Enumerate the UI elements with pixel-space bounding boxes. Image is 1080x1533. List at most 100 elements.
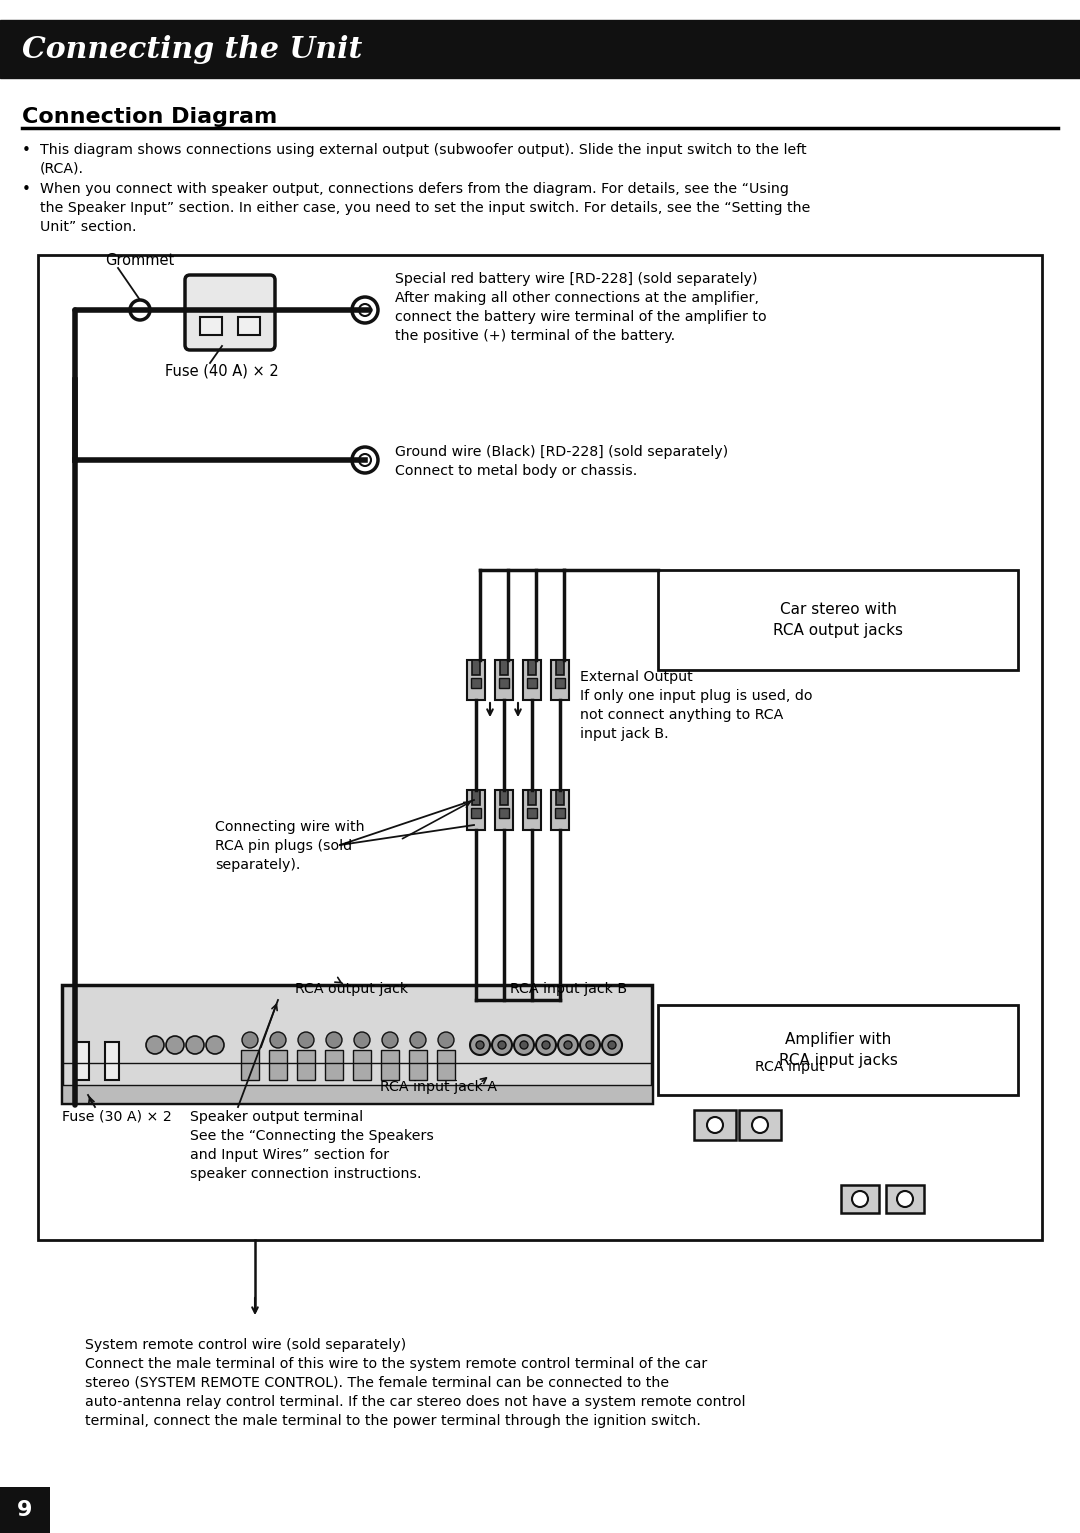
Bar	[499, 808, 509, 819]
Bar	[238, 317, 260, 336]
Circle shape	[476, 1041, 484, 1049]
Text: Fuse (30 A) × 2: Fuse (30 A) × 2	[62, 1110, 172, 1124]
Bar	[467, 789, 485, 829]
Text: Connecting the Unit: Connecting the Unit	[22, 35, 362, 63]
Bar	[528, 661, 536, 675]
Bar	[0, 1487, 50, 1533]
Circle shape	[536, 1035, 556, 1055]
Text: Special red battery wire [RD-228] (sold separately)
After making all other conne: Special red battery wire [RD-228] (sold …	[395, 271, 767, 343]
Bar	[62, 986, 652, 1104]
Text: Speaker output terminal
See the “Connecting the Speakers
and Input Wires” sectio: Speaker output terminal See the “Connect…	[190, 1110, 434, 1180]
Text: RCA input jack A: RCA input jack A	[380, 1081, 497, 1095]
Text: 9: 9	[17, 1499, 32, 1521]
Bar	[556, 661, 564, 675]
Circle shape	[382, 1032, 399, 1049]
Text: When you connect with speaker output, connections defers from the diagram. For d: When you connect with speaker output, co…	[40, 182, 810, 235]
Circle shape	[130, 300, 150, 320]
Text: •: •	[22, 182, 31, 198]
Bar	[523, 661, 541, 701]
FancyBboxPatch shape	[185, 274, 275, 350]
Bar	[551, 661, 569, 701]
Circle shape	[602, 1035, 622, 1055]
Bar	[739, 1110, 781, 1141]
Circle shape	[326, 1032, 342, 1049]
Bar	[500, 661, 508, 675]
Text: RCA input: RCA input	[755, 1059, 825, 1075]
Bar	[472, 789, 480, 805]
Bar	[62, 1085, 652, 1104]
Text: Amplifier with
RCA input jacks: Amplifier with RCA input jacks	[779, 1032, 897, 1069]
Circle shape	[498, 1041, 507, 1049]
Bar	[527, 678, 537, 688]
Text: Connection Diagram: Connection Diagram	[22, 107, 278, 127]
Circle shape	[410, 1032, 426, 1049]
Bar	[200, 317, 222, 336]
Circle shape	[242, 1032, 258, 1049]
Circle shape	[852, 1191, 868, 1206]
Circle shape	[270, 1032, 286, 1049]
Circle shape	[352, 297, 378, 323]
Bar	[694, 1110, 735, 1141]
Bar	[555, 808, 565, 819]
Text: RCA output jack: RCA output jack	[295, 983, 408, 996]
Text: System remote control wire (sold separately)
Connect the male terminal of this w: System remote control wire (sold separat…	[85, 1338, 745, 1427]
Bar	[437, 1050, 455, 1081]
Bar	[409, 1050, 427, 1081]
Circle shape	[514, 1035, 534, 1055]
Bar	[495, 661, 513, 701]
Text: Ground wire (Black) [RD-228] (sold separately)
Connect to metal body or chassis.: Ground wire (Black) [RD-228] (sold separ…	[395, 445, 728, 478]
Bar	[658, 1006, 1018, 1095]
Bar	[499, 678, 509, 688]
Circle shape	[359, 454, 372, 466]
Text: Grommet: Grommet	[105, 253, 174, 268]
Circle shape	[519, 1041, 528, 1049]
Bar	[471, 678, 481, 688]
Text: Fuse (40 A) × 2: Fuse (40 A) × 2	[165, 363, 279, 379]
Bar	[500, 789, 508, 805]
Circle shape	[752, 1118, 768, 1133]
Bar	[325, 1050, 343, 1081]
Bar	[555, 678, 565, 688]
Circle shape	[492, 1035, 512, 1055]
Circle shape	[707, 1118, 723, 1133]
Bar	[841, 1185, 879, 1213]
Bar	[528, 789, 536, 805]
Bar	[75, 1042, 89, 1081]
Circle shape	[470, 1035, 490, 1055]
Bar	[472, 661, 480, 675]
Circle shape	[354, 1032, 370, 1049]
Bar	[38, 254, 1042, 1240]
Bar	[523, 789, 541, 829]
Circle shape	[564, 1041, 572, 1049]
Circle shape	[580, 1035, 600, 1055]
Circle shape	[206, 1036, 224, 1055]
Circle shape	[298, 1032, 314, 1049]
Circle shape	[586, 1041, 594, 1049]
Bar	[269, 1050, 287, 1081]
Circle shape	[558, 1035, 578, 1055]
Circle shape	[542, 1041, 550, 1049]
Bar	[467, 661, 485, 701]
Circle shape	[359, 304, 372, 316]
Circle shape	[146, 1036, 164, 1055]
Circle shape	[438, 1032, 454, 1049]
Bar	[886, 1185, 924, 1213]
Bar	[551, 789, 569, 829]
Bar	[0, 20, 1080, 78]
Circle shape	[352, 448, 378, 474]
Circle shape	[166, 1036, 184, 1055]
Bar	[353, 1050, 372, 1081]
Bar	[471, 808, 481, 819]
Bar	[381, 1050, 399, 1081]
Bar	[495, 789, 513, 829]
Bar	[105, 1042, 119, 1081]
Bar	[241, 1050, 259, 1081]
Circle shape	[608, 1041, 616, 1049]
Text: •: •	[22, 143, 31, 158]
Text: This diagram shows connections using external output (subwoofer output). Slide t: This diagram shows connections using ext…	[40, 143, 807, 176]
Bar	[556, 789, 564, 805]
Bar	[658, 570, 1018, 670]
Text: Connecting wire with
RCA pin plugs (sold
separately).: Connecting wire with RCA pin plugs (sold…	[215, 820, 365, 872]
Text: External Output
If only one input plug is used, do
not connect anything to RCA
i: External Output If only one input plug i…	[580, 670, 812, 740]
Text: Car stereo with
RCA output jacks: Car stereo with RCA output jacks	[773, 602, 903, 638]
